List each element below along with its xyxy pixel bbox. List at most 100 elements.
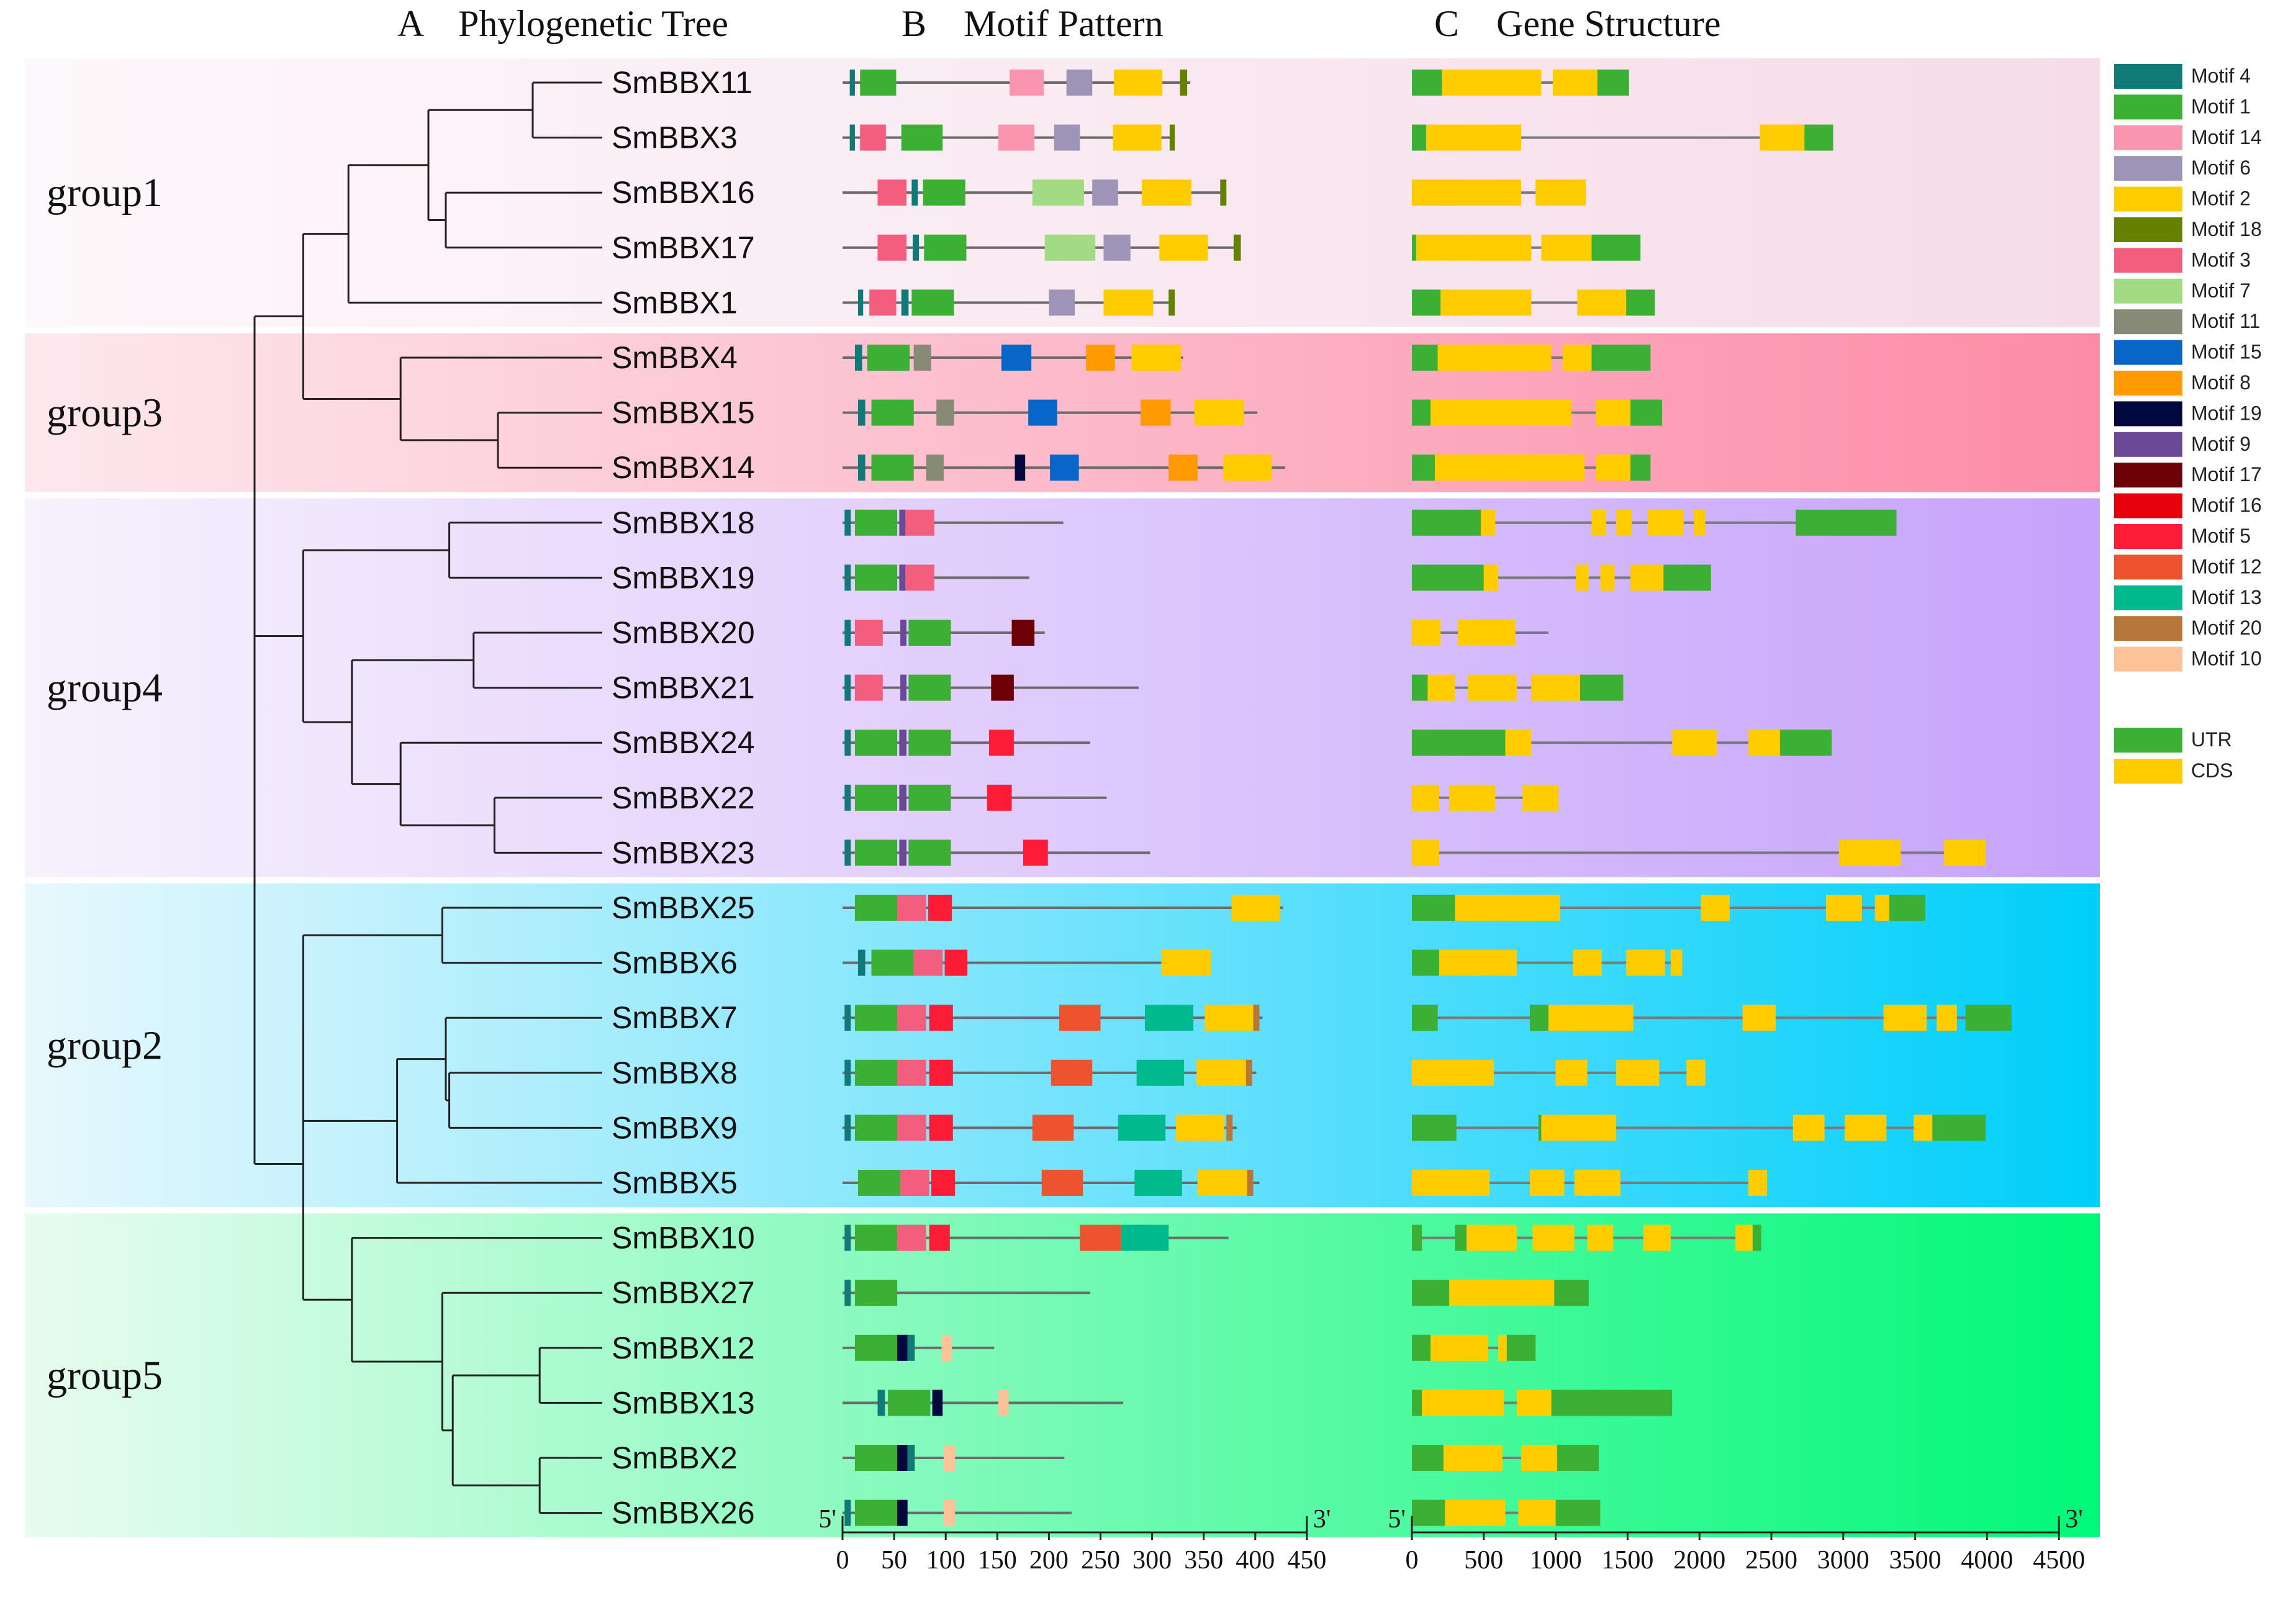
motif-row-SmBBX19 xyxy=(843,564,1029,591)
motif-block xyxy=(1197,1170,1247,1196)
motif-block xyxy=(913,345,931,371)
cds-block xyxy=(1845,1115,1887,1141)
legend-swatch xyxy=(2114,94,2182,120)
legend-swatch xyxy=(2114,340,2182,365)
motif-block xyxy=(857,289,864,316)
motif-block xyxy=(857,455,866,481)
intron-line xyxy=(1412,961,1683,964)
legend-label: Motif 11 xyxy=(2191,310,2260,332)
motif-block xyxy=(1169,124,1175,151)
motif-block xyxy=(877,234,907,261)
motif-block xyxy=(1050,455,1079,481)
gene-structure-row-SmBBX6 xyxy=(1412,949,1683,976)
cds-block xyxy=(1440,289,1532,316)
motif-block xyxy=(1066,70,1093,96)
gene-label-SmBBX20: SmBBX20 xyxy=(612,615,755,650)
motif-block xyxy=(897,895,926,921)
motif-block xyxy=(998,1390,1009,1416)
utr-block xyxy=(1412,455,1435,481)
legend-label: Motif 15 xyxy=(2191,341,2262,363)
cds-block xyxy=(1449,784,1496,811)
axis-tick-label: 150 xyxy=(978,1546,1017,1575)
gene-letter: C xyxy=(1434,3,1459,44)
motif-track-line xyxy=(843,1291,1090,1295)
cds-block xyxy=(1748,1170,1768,1196)
utr-block xyxy=(1412,949,1440,976)
utr-block xyxy=(1555,1499,1601,1526)
motif-block xyxy=(944,949,968,976)
axis-tick-label: 450 xyxy=(1287,1546,1326,1575)
legend-label: Motif 19 xyxy=(2191,402,2262,424)
motif-block xyxy=(1226,1115,1233,1141)
gene-structure-row-SmBBX2 xyxy=(1412,1445,1599,1471)
cds-block xyxy=(1577,289,1627,316)
motif-row-SmBBX21 xyxy=(843,674,1139,701)
axis-tick-label: 3500 xyxy=(1889,1546,1941,1575)
group-label-group1: group1 xyxy=(47,170,163,215)
motif-block xyxy=(1245,1059,1252,1086)
motif-block xyxy=(1049,289,1075,316)
motif-letter: B xyxy=(902,3,926,44)
motif-row-SmBBX15 xyxy=(843,399,1258,426)
cds-block xyxy=(1531,674,1580,701)
cds-block xyxy=(1552,70,1598,96)
motif-row-SmBBX27 xyxy=(843,1280,1090,1306)
utr-block xyxy=(1889,895,1925,921)
utr-block xyxy=(1779,730,1832,756)
legend-swatch xyxy=(2114,217,2182,242)
motif-block xyxy=(899,839,907,866)
cds-block xyxy=(1455,895,1560,921)
utr-block xyxy=(1580,674,1624,701)
gene-label-SmBBX9: SmBBX9 xyxy=(612,1110,738,1145)
motif-block xyxy=(1136,1059,1185,1086)
motif-block xyxy=(913,949,943,976)
axis-tick-label: 50 xyxy=(881,1546,907,1575)
intron-line xyxy=(1412,136,1833,139)
gene-structure-row-SmBBX7 xyxy=(1412,1005,2012,1031)
gene-structure-row-SmBBX22 xyxy=(1412,784,1559,811)
motif-block xyxy=(1175,1115,1224,1141)
motif-block xyxy=(1054,124,1080,151)
cds-block xyxy=(1445,1499,1506,1526)
group-label-group4: group4 xyxy=(47,666,163,711)
motif-track-line xyxy=(843,521,1064,524)
cds-block xyxy=(1591,509,1606,536)
legend: Motif 4 Motif 1 Motif 14 Motif 6 Motif 2 Moti… xyxy=(2114,64,2262,784)
legend-label: Motif 7 xyxy=(2191,279,2251,302)
motif-block xyxy=(943,1445,956,1471)
intron-line xyxy=(1412,851,1986,854)
motif-block xyxy=(1028,399,1057,426)
utr-block xyxy=(1597,70,1629,96)
utr-block xyxy=(1412,124,1427,151)
motif-block xyxy=(928,895,952,921)
motif-block xyxy=(857,949,866,976)
gene-structure-row-SmBBX11 xyxy=(1412,70,1629,96)
cds-block xyxy=(1412,620,1441,646)
cds-block xyxy=(1616,1059,1660,1086)
motif-block xyxy=(1080,1224,1121,1251)
cds-block xyxy=(1430,1334,1488,1361)
cds-block xyxy=(1483,564,1498,591)
motif-block xyxy=(1161,949,1211,976)
motif-block xyxy=(897,1499,908,1526)
utr-block xyxy=(1591,345,1651,371)
gene-label-SmBBX12: SmBBX12 xyxy=(612,1331,755,1365)
motif-block xyxy=(844,1115,851,1141)
utr-block xyxy=(1796,509,1897,536)
gene-structure-row-SmBBX27 xyxy=(1412,1280,1589,1306)
axis-tick-label: 0 xyxy=(836,1546,849,1575)
legend-label: Motif 2 xyxy=(2191,188,2251,210)
group-panels xyxy=(25,58,2100,1537)
motif-block xyxy=(854,620,883,646)
motif-block xyxy=(897,1334,908,1361)
motif-block xyxy=(900,674,907,701)
legend-swatch xyxy=(2114,524,2182,549)
motif-track-line xyxy=(843,246,1241,249)
gene-label-SmBBX17: SmBBX17 xyxy=(612,230,755,265)
motif-row-SmBBX8 xyxy=(843,1059,1257,1086)
motif-row-SmBBX18 xyxy=(843,509,1064,536)
cds-block xyxy=(1481,509,1496,536)
phylogenetic-tree xyxy=(253,81,602,1514)
motif-block xyxy=(1011,620,1035,646)
cds-block xyxy=(1449,1280,1555,1306)
